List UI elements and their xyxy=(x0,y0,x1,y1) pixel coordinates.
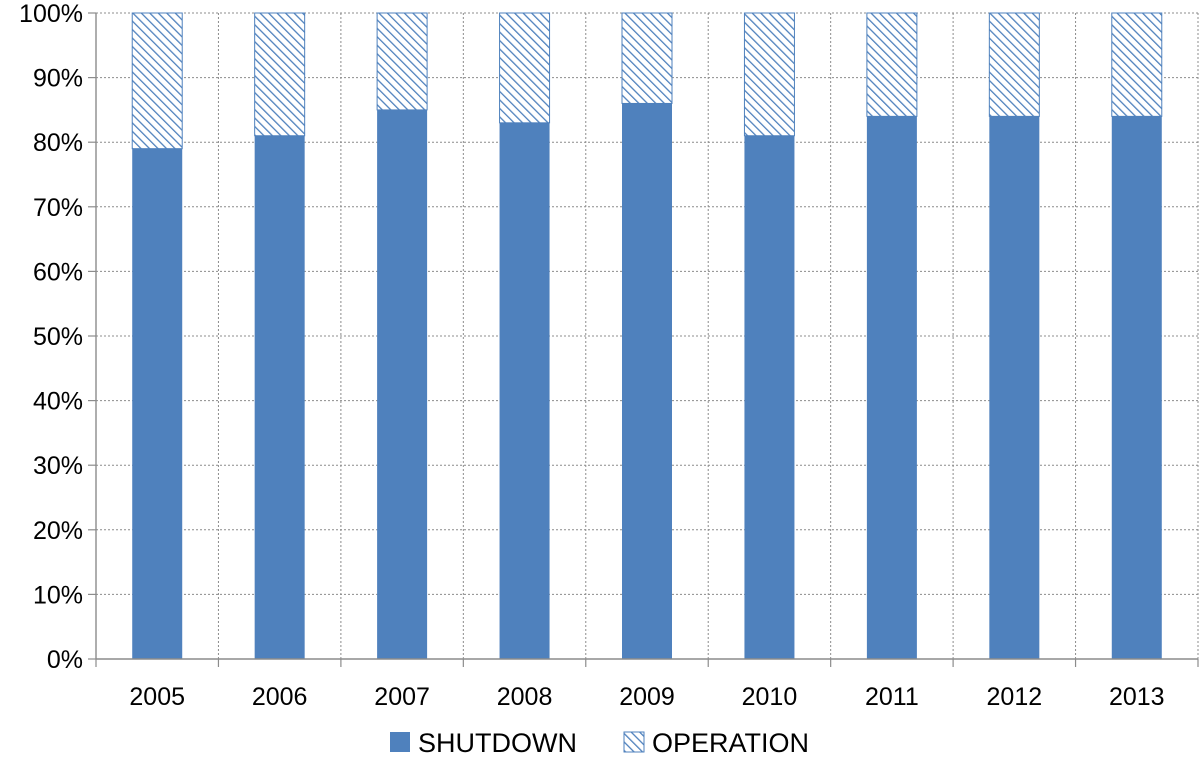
legend-swatch-shutdown xyxy=(390,732,410,752)
y-tick-label: 70% xyxy=(33,194,83,222)
y-tick-label: 90% xyxy=(33,65,83,93)
bar-operation-2013 xyxy=(1111,12,1163,117)
x-tick-label: 2010 xyxy=(742,683,798,711)
bar-operation-2009 xyxy=(621,12,673,104)
bar-shutdown-2006 xyxy=(254,135,305,660)
x-tick-label: 2012 xyxy=(987,683,1043,711)
bar-operation-2012 xyxy=(988,12,1040,117)
x-tick-label: 2007 xyxy=(374,683,430,711)
y-tick-label: 0% xyxy=(47,646,83,674)
bar-operation-2007 xyxy=(376,12,428,111)
bars xyxy=(131,12,1163,660)
legend-swatch-operation xyxy=(623,731,645,753)
bar-shutdown-2008 xyxy=(499,122,550,659)
x-tick-label: 2005 xyxy=(129,683,185,711)
y-tick-label: 30% xyxy=(33,452,83,480)
y-tick-label: 20% xyxy=(33,517,83,545)
y-tick-label: 60% xyxy=(33,258,83,286)
y-tick-label: 50% xyxy=(33,323,83,351)
x-tick-label: 2008 xyxy=(497,683,553,711)
bar-operation-2008 xyxy=(499,12,551,124)
bar-shutdown-2010 xyxy=(744,135,795,660)
bar-shutdown-2007 xyxy=(377,109,428,659)
x-tick-label: 2011 xyxy=(865,683,919,711)
bar-shutdown-2009 xyxy=(622,103,672,659)
x-tick-label: 2006 xyxy=(252,683,308,711)
bar-operation-2006 xyxy=(254,12,306,137)
bar-operation-2010 xyxy=(743,12,795,137)
legend-label-shutdown: SHUTDOWN xyxy=(418,728,577,758)
y-tick-label: 40% xyxy=(33,388,83,416)
x-tick-label: 2013 xyxy=(1109,683,1165,711)
bar-shutdown-2005 xyxy=(132,148,183,659)
axes: 0% 10% 20% 30% 40% 50% 60% 70% 80% 90% 100% 2005 200… xyxy=(19,0,1199,711)
bar-shutdown-2012 xyxy=(989,116,1040,660)
y-tick-label: 10% xyxy=(33,581,83,609)
x-tick-label: 2009 xyxy=(619,683,675,711)
bar-operation-2005 xyxy=(131,12,183,150)
legend-label-operation: OPERATION xyxy=(652,728,809,758)
y-tick-label: 100% xyxy=(19,0,83,28)
bar-shutdown-2011 xyxy=(866,116,917,660)
bar-shutdown-2013 xyxy=(1111,116,1162,660)
y-tick-label: 80% xyxy=(33,129,83,157)
legend: SHUTDOWN OPERATION xyxy=(390,728,809,758)
bar-operation-2011 xyxy=(866,12,918,117)
